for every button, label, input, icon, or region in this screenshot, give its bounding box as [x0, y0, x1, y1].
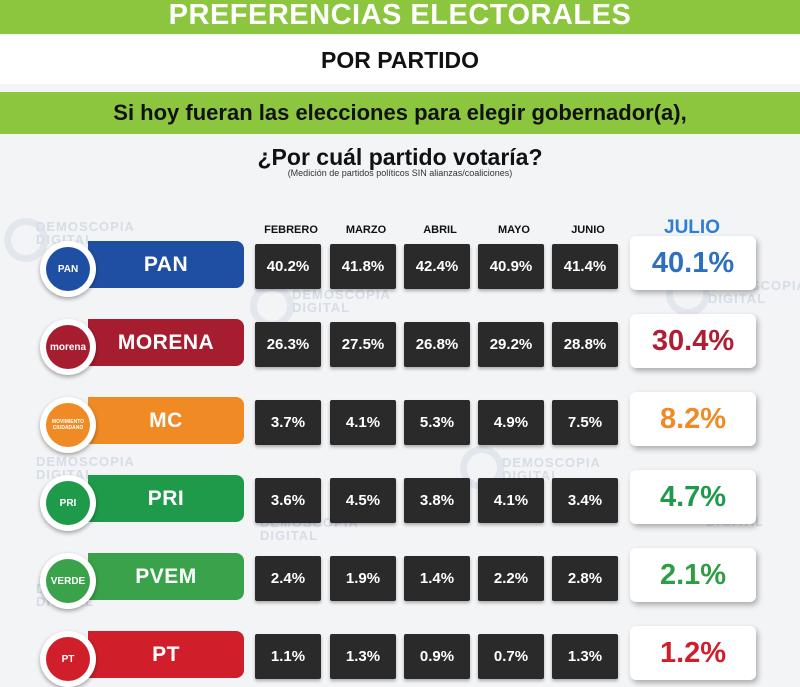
party-logo-icon: PAN — [40, 241, 96, 297]
watermark-text: DEMOSCOPIA — [36, 219, 135, 234]
party-name: PAN — [88, 241, 244, 288]
month-value-cell: 5.3% — [404, 400, 470, 445]
watermark-text: DEMOSCOPIA — [502, 455, 601, 470]
julio-value-cell: 30.4% — [630, 314, 756, 368]
month-value-cell: 28.8% — [552, 322, 618, 367]
watermark-text: DIGITAL — [292, 300, 351, 315]
title-band — [0, 0, 800, 34]
column-header-febrero: FEBRERO — [264, 224, 318, 236]
party-row: PAN PAN 40.2% 41.8% 42.4% 40.9% 41.4% 40.1% — [0, 236, 800, 297]
month-value-cell: 3.4% — [552, 478, 618, 523]
watermark-text: DEMOSCOPIA — [36, 454, 135, 469]
party-logo-icon: morena — [40, 319, 96, 375]
month-value-cell: 1.3% — [330, 634, 396, 679]
party-name: PT — [88, 631, 244, 678]
party-row: MORENA morena 26.3% 27.5% 26.8% 29.2% 28.8% 30.… — [0, 314, 800, 375]
month-value-cell: 0.9% — [404, 634, 470, 679]
month-value-cell: 41.8% — [330, 244, 396, 289]
month-value-cell: 3.7% — [255, 400, 321, 445]
month-value-cell: 3.6% — [255, 478, 321, 523]
month-value-cell: 26.3% — [255, 322, 321, 367]
month-value-cell: 4.1% — [478, 478, 544, 523]
column-header-marzo: MARZO — [345, 224, 387, 236]
party-logo-emblem: VERDE — [46, 559, 90, 603]
party-row: MC MOVIMIENTO CIUDADANO 3.7% 4.1% 5.3% 4.9% 7.… — [0, 392, 800, 453]
column-header-julio: JULIO — [664, 217, 720, 238]
party-name: MORENA — [88, 319, 244, 366]
party-logo-icon: VERDE — [40, 553, 96, 609]
month-value-cell: 40.9% — [478, 244, 544, 289]
party-logo-emblem: PT — [46, 637, 90, 681]
party-name: MC — [88, 397, 244, 444]
party-name: PVEM — [88, 553, 244, 600]
month-value-cell: 40.2% — [255, 244, 321, 289]
watermark-text: DEMOSCOPIA — [292, 287, 391, 302]
month-value-cell: 1.9% — [330, 556, 396, 601]
month-value-cell: 7.5% — [552, 400, 618, 445]
party-name: PRI — [88, 475, 244, 522]
month-value-cell: 2.4% — [255, 556, 321, 601]
month-value-cell: 2.8% — [552, 556, 618, 601]
month-value-cell: 1.3% — [552, 634, 618, 679]
party-logo-emblem: morena — [46, 325, 90, 369]
question-band — [0, 92, 800, 134]
month-value-cell: 4.9% — [478, 400, 544, 445]
question-line-1: Si hoy fueran las elecciones para elegir… — [113, 100, 687, 125]
column-header-abril: ABRIL — [423, 224, 457, 236]
month-value-cell: 1.1% — [255, 634, 321, 679]
party-logo-icon: PT — [40, 631, 96, 687]
julio-value-cell: 1.2% — [630, 626, 756, 680]
page-subtitle: POR PARTIDO — [0, 36, 800, 84]
month-value-cell: 2.2% — [478, 556, 544, 601]
column-header-junio: JUNIO — [571, 224, 605, 236]
julio-value-cell: 8.2% — [630, 392, 756, 446]
column-header-mayo: MAYO — [498, 224, 530, 236]
watermark-logo — [4, 218, 48, 262]
month-value-cell: 41.4% — [552, 244, 618, 289]
month-value-cell: 1.4% — [404, 556, 470, 601]
month-value-cell: 26.8% — [404, 322, 470, 367]
party-row: PRI PRI 3.6% 4.5% 3.8% 4.1% 3.4% 4.7% — [0, 470, 800, 531]
julio-value-cell: 2.1% — [630, 548, 756, 602]
watermark-text: DIGITAL — [708, 291, 767, 306]
julio-value-cell: 40.1% — [630, 236, 756, 290]
party-row: PVEM VERDE 2.4% 1.9% 1.4% 2.2% 2.8% 2.1% — [0, 548, 800, 609]
question-line-2: ¿Por cuál partido votaría? — [257, 144, 543, 170]
party-logo-emblem: PRI — [46, 481, 90, 525]
party-row: PT PT 1.1% 1.3% 0.9% 0.7% 1.3% 1.2% — [0, 626, 800, 687]
party-logo-icon: PRI — [40, 475, 96, 531]
methodology-note: (Medición de partidos políticos SIN alia… — [287, 168, 513, 178]
month-value-cell: 27.5% — [330, 322, 396, 367]
month-value-cell: 42.4% — [404, 244, 470, 289]
month-value-cell: 0.7% — [478, 634, 544, 679]
party-logo-emblem: PAN — [46, 247, 90, 291]
watermark-text: DIGITAL — [260, 528, 319, 543]
party-logo-icon: MOVIMIENTO CIUDADANO — [40, 397, 96, 453]
month-value-cell: 3.8% — [404, 478, 470, 523]
page-title: PREFERENCIAS ELECTORALES — [168, 0, 632, 31]
month-value-cell: 29.2% — [478, 322, 544, 367]
julio-value-cell: 4.7% — [630, 470, 756, 524]
month-value-cell: 4.5% — [330, 478, 396, 523]
party-logo-emblem: MOVIMIENTO CIUDADANO — [46, 403, 90, 447]
month-value-cell: 4.1% — [330, 400, 396, 445]
